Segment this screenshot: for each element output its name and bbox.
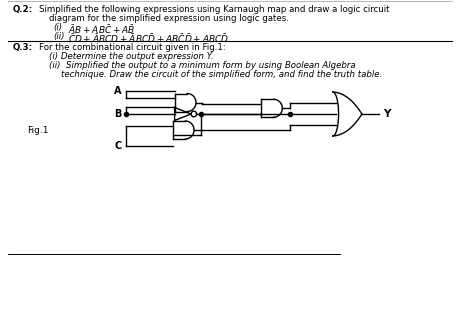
Text: Simplified the following expressions using Karnaugh map and draw a logic circuit: Simplified the following expressions usi…	[39, 5, 389, 14]
Text: For the combinational circuit given in Fig.1:: For the combinational circuit given in F…	[39, 43, 226, 52]
Text: (ii)  Simplified the output to a minimum form by using Boolean Algebra: (ii) Simplified the output to a minimum …	[48, 61, 355, 70]
Text: A: A	[114, 86, 121, 96]
Text: (i): (i)	[54, 23, 63, 32]
Text: technique. Draw the circuit of the simplified form, and find the truth table.: technique. Draw the circuit of the simpl…	[61, 70, 383, 79]
Text: Fig.1: Fig.1	[27, 125, 49, 134]
Text: $\bar{C}D + \bar{A}BCD + \bar{A}BC\bar{D} + AB\bar{C}\bar{D} + ABC\bar{D}$: $\bar{C}D + \bar{A}BCD + \bar{A}BC\bar{D…	[68, 32, 229, 45]
Text: diagram for the simplified expression using logic gates.: diagram for the simplified expression us…	[48, 14, 288, 23]
Text: B: B	[114, 109, 121, 119]
Text: Y: Y	[383, 109, 391, 119]
Text: (i) Determine the output expression Y.: (i) Determine the output expression Y.	[48, 52, 213, 61]
Text: C: C	[114, 141, 121, 151]
Text: Q.2:: Q.2:	[13, 5, 33, 14]
Text: (ii): (ii)	[54, 32, 65, 41]
Text: Q.3:: Q.3:	[13, 43, 33, 52]
Text: $\bar{A}B + AB\bar{C} + A\bar{B}$: $\bar{A}B + AB\bar{C} + A\bar{B}$	[68, 23, 135, 36]
